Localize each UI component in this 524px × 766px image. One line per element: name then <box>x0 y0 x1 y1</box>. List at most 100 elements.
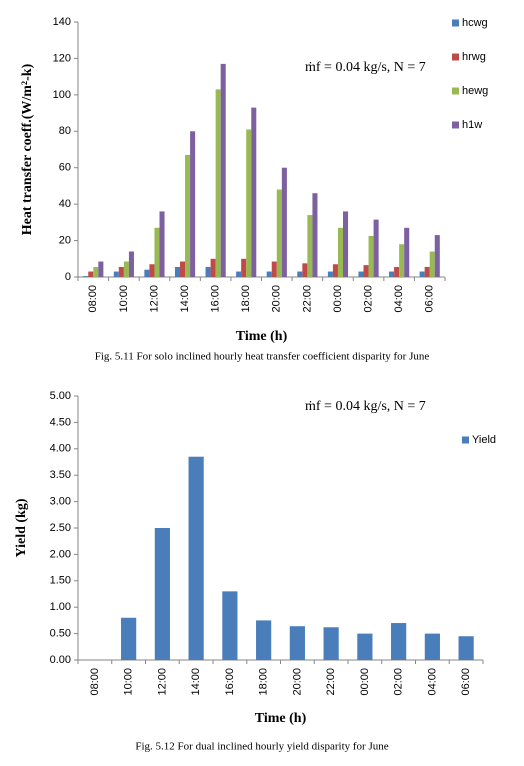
bar <box>424 266 430 277</box>
legend-swatch <box>452 19 459 27</box>
bar <box>281 167 287 277</box>
x-tick-label: 06:00 <box>460 668 472 696</box>
caption: Fig. 5.12 For dual inclined hourly yield… <box>135 741 388 753</box>
bar <box>332 264 338 277</box>
bar <box>179 261 186 277</box>
bar <box>210 258 216 277</box>
bar <box>246 129 252 277</box>
annotation: ṁf = 0.04 kg/s, N = 7 <box>305 60 426 75</box>
bar <box>93 266 99 277</box>
bar <box>159 211 165 277</box>
bar <box>363 265 369 277</box>
bar <box>154 227 160 277</box>
bar <box>88 271 94 277</box>
x-tick-label: 10:00 <box>118 285 130 313</box>
bar <box>205 266 211 277</box>
bar <box>215 89 221 278</box>
bar <box>357 633 373 660</box>
bar <box>404 227 410 277</box>
bar <box>434 235 440 277</box>
x-tick-label: 16:00 <box>210 285 222 313</box>
y-tick-label: 100 <box>53 89 71 101</box>
y-tick-label: 1.00 <box>50 601 71 613</box>
bar <box>289 626 305 660</box>
bar <box>343 211 349 277</box>
x-axis-title: Time (h) <box>236 329 288 344</box>
bar <box>128 251 134 277</box>
x-tick-label: 22:00 <box>325 668 337 696</box>
bar <box>185 154 191 277</box>
legend-swatch <box>462 436 469 444</box>
x-tick-label: 08:00 <box>89 668 101 696</box>
y-tick-label: 60 <box>59 162 71 174</box>
x-tick-label: 06:00 <box>424 285 436 313</box>
y-tick-label: 4.00 <box>50 443 71 455</box>
bar <box>190 131 196 277</box>
bar <box>429 251 435 277</box>
annotation: ṁf = 0.04 kg/s, N = 7 <box>305 399 426 414</box>
x-tick-label: 08:00 <box>87 285 99 313</box>
bar <box>113 271 119 277</box>
bar <box>118 266 124 277</box>
y-tick-label: 2.00 <box>50 548 71 560</box>
y-tick-label: 120 <box>53 52 71 64</box>
bar <box>220 63 226 278</box>
legend-swatch <box>452 87 459 95</box>
bar <box>373 219 379 277</box>
legend-swatch <box>452 121 459 129</box>
bar <box>312 193 318 277</box>
bar <box>236 271 242 277</box>
legend-label: h1w <box>462 119 482 131</box>
y-tick-label: 1.50 <box>50 575 71 587</box>
y-tick-label: 20 <box>59 234 71 246</box>
y-tick-label: 0 <box>65 271 71 283</box>
legend-label: hcwg <box>462 17 488 29</box>
y-axis-title: Heat transfer coeff.(W/m²-k) <box>20 63 35 235</box>
x-tick-label: 10:00 <box>123 668 135 696</box>
x-tick-label: 14:00 <box>179 285 191 313</box>
x-tick-label: 20:00 <box>291 668 303 696</box>
bar <box>337 227 344 277</box>
bar <box>266 271 272 277</box>
legend-swatch <box>452 53 459 61</box>
bar <box>174 266 180 277</box>
bar <box>251 107 257 277</box>
x-tick-label: 04:00 <box>426 668 438 696</box>
x-tick-label: 16:00 <box>224 668 236 696</box>
bar <box>399 244 405 277</box>
bar <box>297 271 303 277</box>
bar <box>358 271 364 277</box>
bar <box>389 271 395 277</box>
y-axis-title: Yield (kg) <box>14 498 29 557</box>
x-tick-label: 20:00 <box>271 285 283 313</box>
bar <box>222 591 238 660</box>
bar <box>368 236 374 277</box>
x-tick-label: 14:00 <box>190 668 202 696</box>
bar <box>276 189 282 277</box>
bar <box>424 633 440 660</box>
y-tick-label: 3.50 <box>50 469 71 481</box>
y-tick-label: 0.00 <box>50 654 71 666</box>
bar <box>271 261 277 277</box>
bar <box>241 258 247 277</box>
bar <box>98 261 104 277</box>
x-tick-label: 00:00 <box>332 285 344 313</box>
y-tick-label: 80 <box>59 125 71 137</box>
bar <box>394 266 400 277</box>
legend-label: Yield <box>472 434 496 446</box>
x-tick-label: 18:00 <box>240 285 252 313</box>
bar <box>154 528 170 660</box>
legend-label: hewg <box>462 85 488 97</box>
y-tick-label: 5.00 <box>50 390 71 402</box>
x-tick-label: 12:00 <box>148 285 160 313</box>
x-tick-label: 22:00 <box>301 285 313 313</box>
bar <box>391 623 407 660</box>
y-tick-label: 2.50 <box>50 522 71 534</box>
x-tick-label: 02:00 <box>362 285 374 313</box>
bar <box>458 636 474 660</box>
x-tick-label: 04:00 <box>393 285 405 313</box>
bar <box>123 261 129 277</box>
x-tick-label: 12:00 <box>156 668 168 696</box>
y-tick-label: 0.50 <box>50 628 71 640</box>
bar <box>323 627 339 660</box>
